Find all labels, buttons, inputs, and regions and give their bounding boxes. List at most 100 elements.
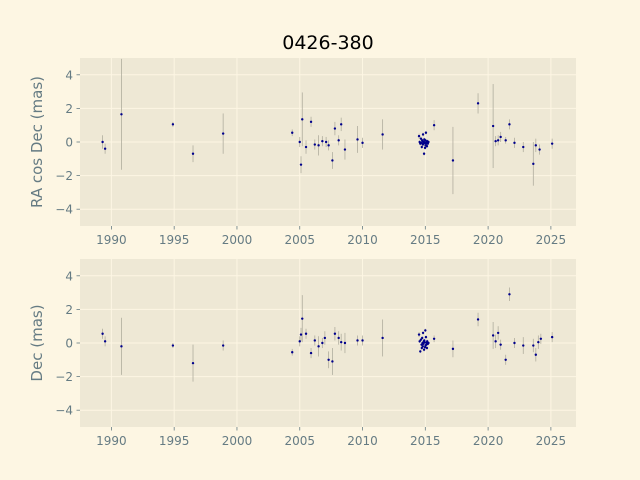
x-tick-label: 2005 — [284, 434, 315, 448]
data-point — [291, 351, 294, 354]
data-point — [333, 332, 337, 335]
data-point — [532, 344, 535, 347]
x-ticks-dec: 1990 1995 2000 2005 2010 2015 2020 2025 — [96, 427, 566, 448]
data-point — [513, 341, 516, 345]
data-point — [499, 343, 502, 346]
data-point — [421, 345, 425, 348]
data-point — [424, 131, 428, 134]
data-point — [532, 162, 535, 166]
data-point — [550, 142, 554, 145]
data-point — [496, 139, 500, 142]
data-point — [427, 140, 430, 144]
data-point — [417, 134, 421, 138]
x-tick-label: 2025 — [536, 434, 567, 448]
data-point — [494, 139, 497, 143]
data-point — [494, 340, 497, 343]
data-point — [423, 340, 426, 344]
data-point — [424, 329, 427, 332]
data-point — [513, 141, 516, 145]
x-tick-label: 1995 — [159, 434, 190, 448]
data-point — [191, 361, 195, 365]
data-point — [522, 145, 525, 149]
data-point — [499, 135, 502, 139]
data-point — [419, 137, 423, 140]
data-point — [120, 345, 123, 348]
data-point — [301, 118, 304, 121]
data-point — [534, 144, 538, 147]
data-point — [419, 350, 422, 353]
data-point — [451, 159, 455, 162]
data-point — [421, 331, 425, 335]
x-tick-label: 2010 — [347, 434, 378, 448]
data-point — [522, 344, 525, 347]
data-point — [550, 335, 554, 339]
data-point — [538, 148, 541, 151]
x-tick-label: 2015 — [410, 233, 441, 247]
x-tick-label: 1990 — [96, 434, 127, 448]
data-point — [427, 341, 430, 345]
data-point — [221, 132, 225, 135]
data-point — [361, 141, 364, 145]
x-tick-label: 2025 — [536, 233, 567, 247]
data-point — [321, 139, 324, 143]
x-tick-label: 2020 — [473, 434, 504, 448]
data-point — [103, 147, 107, 150]
data-point — [313, 339, 317, 342]
data-point — [191, 152, 195, 155]
data-point — [221, 344, 225, 347]
data-point — [423, 146, 427, 150]
data-point — [343, 341, 347, 345]
data-point — [424, 139, 427, 142]
data-point — [317, 345, 320, 348]
data-point — [425, 346, 429, 350]
points-dec — [101, 293, 554, 365]
y-axis-label-ra: RA cos Dec (mas) — [28, 76, 46, 208]
data-point — [337, 336, 340, 340]
x-tick-label: 1990 — [96, 233, 127, 247]
data-point — [421, 133, 425, 136]
data-point — [425, 145, 429, 148]
data-point — [419, 338, 423, 341]
data-point — [327, 358, 330, 361]
y-tick-label: −2 — [55, 169, 73, 183]
data-point — [422, 342, 425, 346]
data-point — [298, 340, 301, 343]
data-point — [101, 140, 104, 144]
y-tick-label: −2 — [55, 370, 73, 384]
data-point — [299, 333, 303, 336]
points-ra — [101, 102, 554, 166]
data-point — [539, 337, 543, 340]
x-tick-label: 2000 — [222, 434, 253, 448]
x-tick-label: 2005 — [284, 233, 315, 247]
data-point — [339, 123, 343, 126]
data-point — [333, 127, 337, 130]
x-tick-label: 1995 — [159, 233, 190, 247]
data-point — [381, 336, 384, 340]
data-point — [304, 332, 308, 335]
data-point — [496, 331, 500, 335]
data-point — [339, 340, 343, 344]
data-point — [291, 131, 294, 134]
data-point — [331, 360, 334, 363]
data-point — [321, 341, 324, 345]
x-ticks-ra: 1990 1995 2000 2005 2010 2015 2020 2025 — [96, 226, 566, 247]
data-point — [508, 123, 511, 126]
data-point — [422, 152, 426, 155]
data-point — [537, 340, 540, 344]
data-point — [309, 120, 313, 124]
data-point — [343, 148, 347, 151]
y-tick-label: 0 — [65, 337, 73, 351]
data-point — [476, 102, 480, 105]
data-point — [120, 113, 123, 116]
data-point — [420, 336, 424, 340]
data-point — [508, 293, 511, 296]
grid-ra — [80, 58, 576, 226]
data-point — [331, 159, 334, 162]
data-point — [426, 340, 429, 343]
grid-dec — [80, 259, 576, 427]
y-axis-label-dec: Dec (mas) — [28, 304, 46, 381]
data-point — [317, 144, 320, 147]
x-tick-label: 2020 — [473, 233, 504, 247]
y-tick-label: 2 — [65, 102, 73, 116]
data-point — [361, 339, 364, 342]
